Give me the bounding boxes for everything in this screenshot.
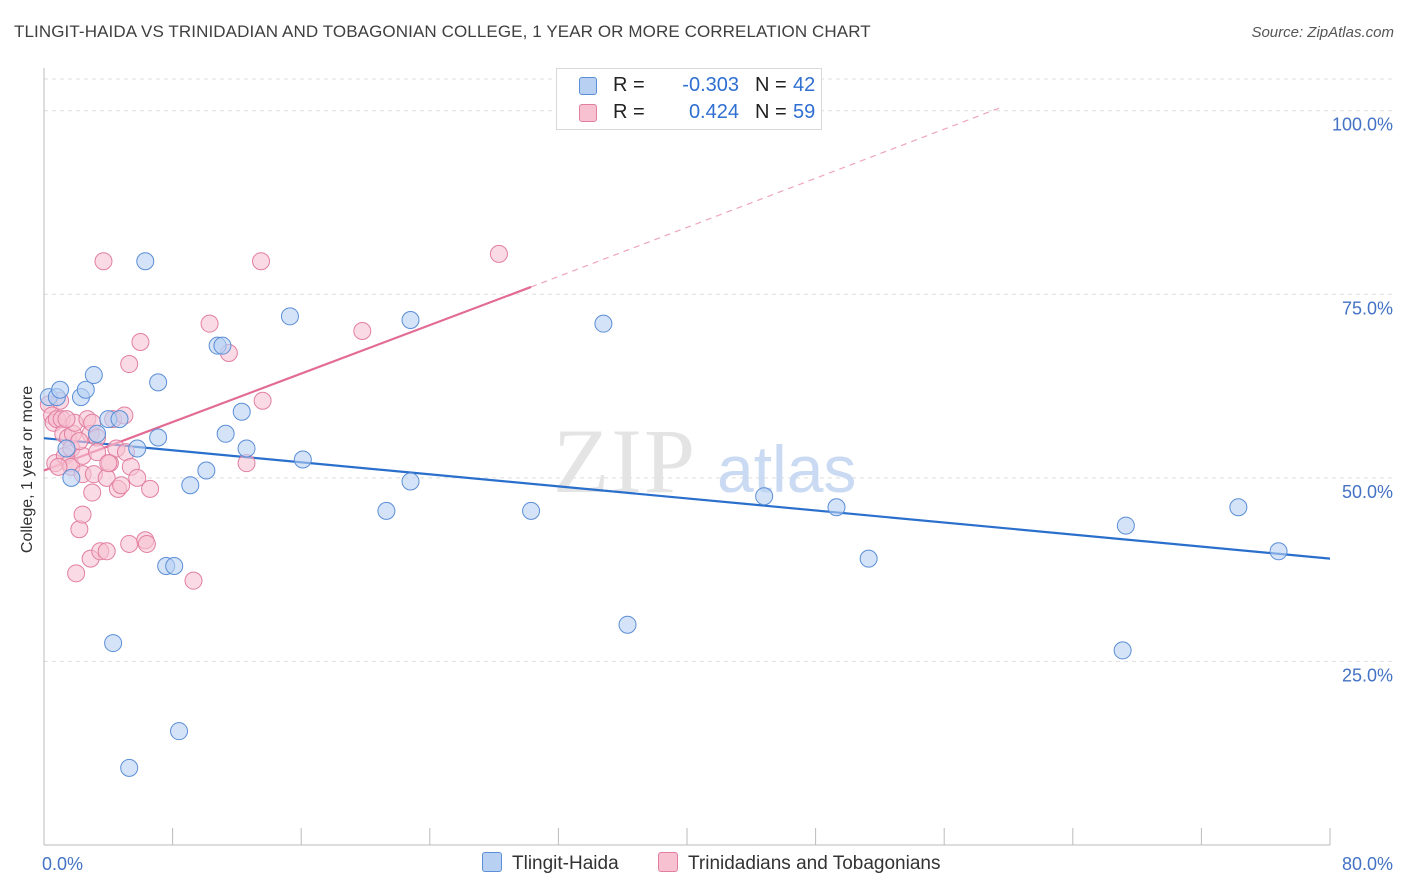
legend-item-tlingit: Tlingit-Haida (482, 852, 619, 875)
point-tlingit (522, 501, 541, 520)
x-tick-label: 0.0% (42, 854, 83, 874)
point-trinidadians (57, 410, 76, 429)
point-tlingit (84, 366, 103, 385)
point-tlingit (237, 439, 256, 458)
point-tlingit (377, 501, 396, 520)
point-tlingit (165, 556, 184, 575)
legend-item-trinidadians: Trinidadians and Tobagonians (658, 852, 940, 875)
point-trinidadians (67, 564, 86, 583)
point-trinidadians (353, 322, 372, 340)
point-tlingit (618, 615, 637, 634)
trend-line-trinidadians (43, 285, 532, 472)
point-tlingit (293, 450, 312, 469)
correlation-legend: R = -0.303 N = 42 R = 0.424 N = 59 (556, 68, 822, 130)
point-trinidadians (200, 314, 219, 333)
legend-swatch-blue (482, 852, 502, 872)
y-tick-label: 50.0% (1342, 482, 1393, 502)
point-tlingit (594, 314, 613, 333)
point-tlingit (213, 336, 232, 355)
source-label: Source: ZipAtlas.com (1251, 24, 1394, 41)
legend-n-label: N = (755, 101, 787, 123)
point-trinidadians (88, 443, 107, 462)
legend-r-label: R = (613, 101, 645, 123)
point-trinidadians (252, 252, 271, 271)
point-tlingit (88, 424, 107, 443)
series-legend: Tlingit-Haida Trinidadians and Tobagonia… (0, 852, 1406, 878)
axes (43, 68, 1331, 846)
point-tlingit (859, 549, 878, 568)
point-tlingit (57, 439, 76, 458)
legend-r-value: -0.303 (682, 74, 739, 96)
point-trinidadians (120, 355, 139, 374)
point-tlingit (181, 476, 200, 495)
point-trinidadians (83, 483, 102, 502)
trend-extension-trinidadians (530, 106, 1003, 288)
point-tlingit (170, 722, 189, 741)
point-trinidadians (73, 505, 92, 524)
point-tlingit (110, 410, 129, 429)
y-axis-label: College, 1 year or more (19, 386, 36, 553)
legend-label-trinidadians: Trinidadians and Tobagonians (688, 853, 941, 874)
point-trinidadians (112, 476, 131, 495)
point-tlingit (197, 461, 216, 480)
point-tlingit (128, 439, 147, 458)
legend-swatch-pink (658, 852, 678, 872)
watermark-atlas: atlas (717, 432, 856, 506)
series-trinidadians-points (39, 244, 508, 590)
point-trinidadians (99, 454, 118, 473)
point-tlingit (149, 428, 168, 447)
point-trinidadians (97, 542, 116, 561)
point-tlingit (280, 307, 299, 326)
legend-swatch-pink (579, 104, 597, 122)
point-tlingit (1229, 498, 1248, 517)
point-tlingit (216, 424, 235, 443)
y-tick-label: 75.0% (1342, 298, 1393, 318)
point-tlingit (1269, 542, 1288, 561)
point-tlingit (149, 373, 168, 392)
point-tlingit (51, 380, 70, 399)
point-trinidadians (184, 571, 203, 590)
legend-n-value: 59 (793, 101, 816, 123)
point-tlingit (232, 402, 251, 421)
point-trinidadians (49, 457, 68, 476)
point-tlingit (401, 472, 420, 491)
point-trinidadians (94, 252, 113, 271)
legend-r-value: 0.424 (688, 101, 739, 123)
point-tlingit (1116, 516, 1135, 535)
point-trinidadians (141, 479, 160, 498)
trend-line-tlingit (43, 437, 1331, 560)
point-trinidadians (253, 391, 272, 410)
series-tlingit-points (39, 252, 1288, 777)
point-tlingit (104, 634, 123, 653)
tick-labels: 25.0% 50.0% 75.0% 100.0% 0.0% 80.0% (42, 115, 1393, 874)
y-tick-label: 25.0% (1342, 665, 1393, 685)
point-trinidadians (489, 244, 508, 263)
point-tlingit (755, 487, 774, 506)
gridlines (44, 78, 1394, 662)
point-trinidadians (70, 520, 89, 539)
point-trinidadians (120, 534, 139, 553)
point-trinidadians (137, 534, 156, 553)
point-trinidadians (128, 468, 147, 487)
watermark-zip: ZIP (553, 410, 697, 512)
point-tlingit (136, 252, 155, 271)
y-tick-label: 100.0% (1332, 115, 1393, 135)
legend-swatch-blue (579, 77, 597, 95)
point-tlingit (76, 380, 95, 399)
legend-n-value: 42 (793, 74, 816, 96)
point-tlingit (62, 468, 81, 487)
point-tlingit (120, 758, 139, 777)
chart-title: TLINGIT-HAIDA VS TRINIDADIAN AND TOBAGON… (14, 22, 871, 41)
legend-r-label: R = (613, 74, 645, 96)
legend-label-tlingit: Tlingit-Haida (512, 853, 619, 874)
trend-lines (43, 106, 1331, 560)
point-tlingit (401, 310, 420, 329)
watermark: ZIP atlas (553, 410, 856, 512)
point-tlingit (1113, 641, 1132, 660)
x-tick-label: 80.0% (1342, 854, 1393, 874)
point-trinidadians (131, 333, 150, 352)
point-tlingit (827, 498, 846, 517)
legend-n-label: N = (755, 74, 787, 96)
